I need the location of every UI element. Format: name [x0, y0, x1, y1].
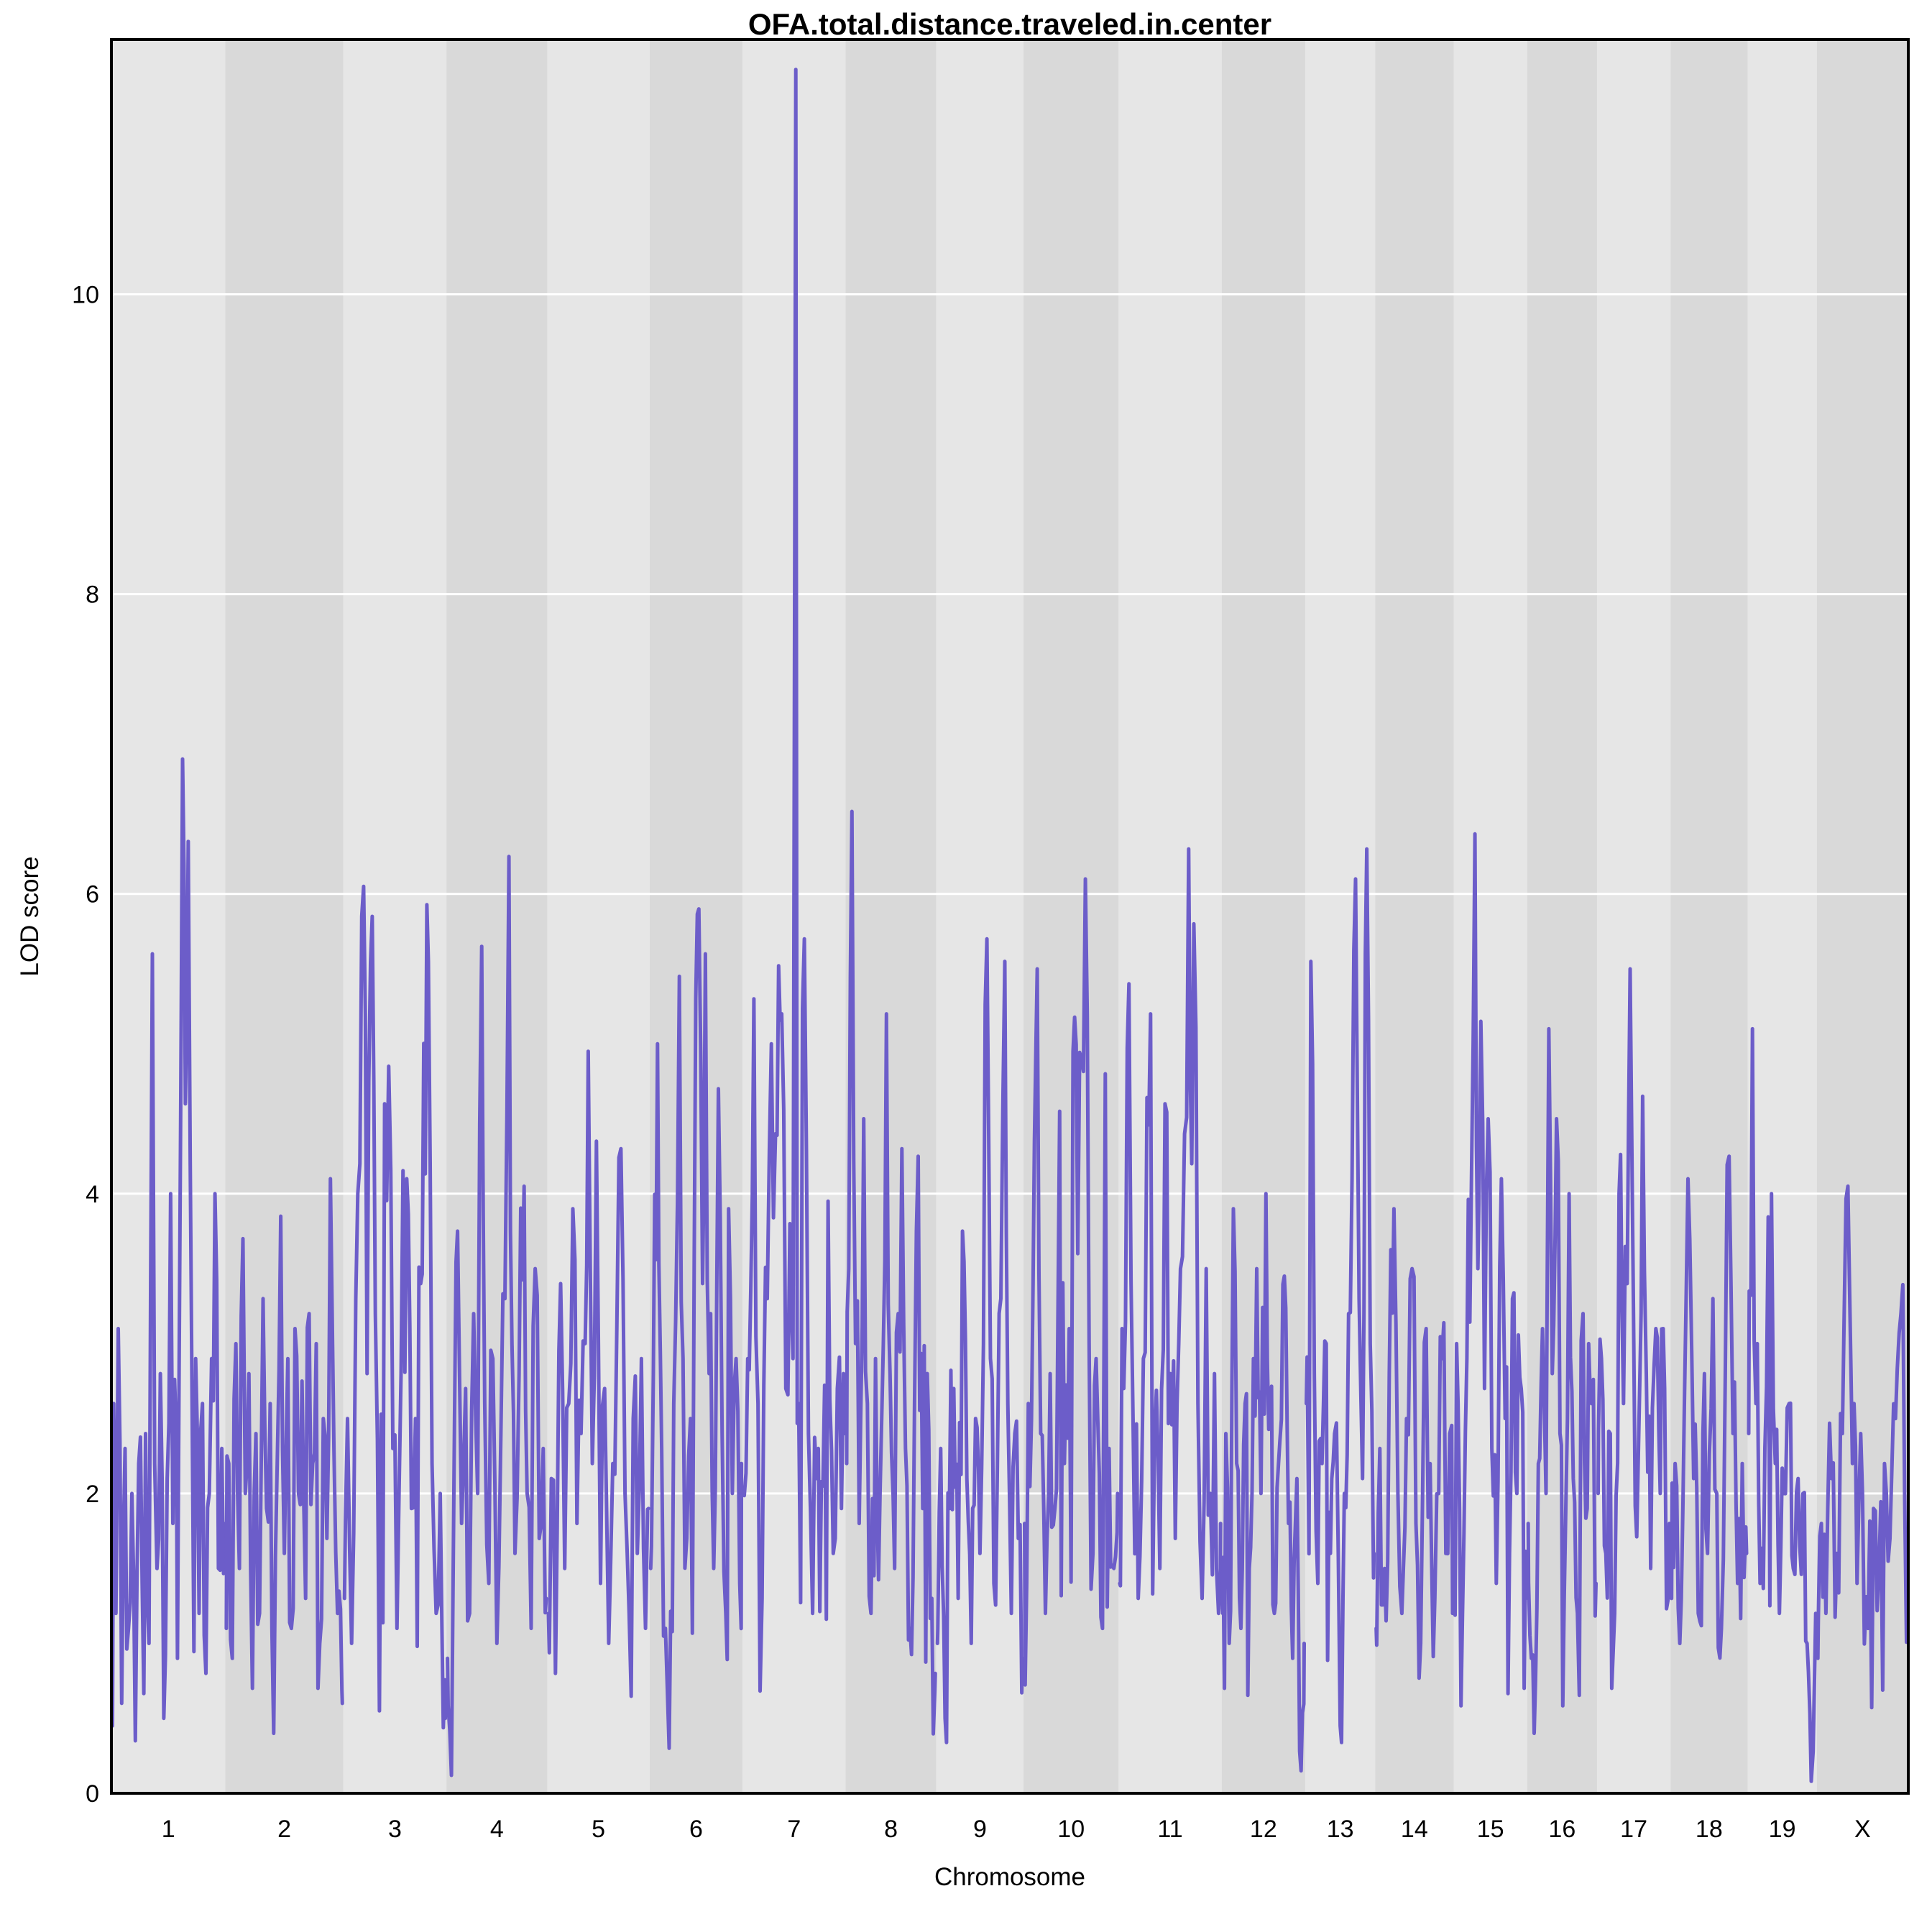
lod-curve-chr15 — [1453, 832, 1528, 1708]
lod-curve-chr6 — [648, 907, 744, 1750]
lod-curve-chr11 — [1118, 847, 1223, 1616]
x-tick-label-chr15: 15 — [1477, 1816, 1504, 1843]
chromosome-band-12 — [1221, 40, 1305, 1793]
x-tick-label-chr10: 10 — [1057, 1816, 1085, 1843]
x-tick-label-chr19: 19 — [1769, 1816, 1796, 1843]
x-tick-label-chr18: 18 — [1696, 1816, 1723, 1843]
lod-curve-chr13 — [1305, 847, 1376, 1744]
lod-curve-chr17 — [1596, 967, 1672, 1690]
x-tick-label-chr8: 8 — [884, 1816, 898, 1843]
x-tick-label-chr9: 9 — [973, 1816, 987, 1843]
x-tick-label-chr1: 1 — [162, 1816, 175, 1843]
lod-curve-chr2 — [224, 1177, 344, 1736]
lod-curve-chr14 — [1374, 1207, 1455, 1680]
y-tick-label-10: 10 — [72, 282, 99, 309]
x-tick-label-chr11: 11 — [1157, 1816, 1182, 1843]
y-tick-label-6: 6 — [86, 881, 99, 908]
y-tick-label-0: 0 — [86, 1780, 99, 1808]
x-axis-title: Chromosome — [934, 1863, 1086, 1891]
plot-border — [110, 38, 1910, 1795]
x-tick-label-chrX: X — [1854, 1816, 1871, 1843]
lod-curve-chr19 — [1747, 1026, 1818, 1783]
x-tick-label-chr12: 12 — [1250, 1816, 1277, 1843]
x-tick-label-chr17: 17 — [1620, 1816, 1647, 1843]
y-tick-label-4: 4 — [86, 1181, 99, 1208]
x-tick-label-chr16: 16 — [1548, 1816, 1576, 1843]
lod-curve-chrX — [1816, 1184, 1909, 1710]
chromosome-band-8 — [845, 40, 937, 1793]
lod-curve-chr4 — [446, 855, 548, 1777]
chart-title: OFA.total.distance.traveled.in.center — [748, 7, 1272, 41]
lod-curve-chr16 — [1526, 1026, 1598, 1736]
x-tick-label-chr13: 13 — [1327, 1816, 1354, 1843]
lod-curve-chr1 — [111, 757, 226, 1743]
lod-curve-chr12 — [1220, 1192, 1306, 1773]
lod-curve-chr7 — [742, 68, 847, 1693]
lod-curve-chr9 — [935, 937, 1024, 1744]
lod-curve-chr3 — [342, 884, 448, 1730]
x-tick-label-chr14: 14 — [1401, 1816, 1428, 1843]
x-tick-label-chr5: 5 — [592, 1816, 605, 1843]
lod-curve-chr8 — [845, 809, 937, 1736]
lod-curve-chr5 — [546, 1049, 650, 1698]
x-tick-label-chr4: 4 — [490, 1816, 504, 1843]
x-tick-label-chr7: 7 — [787, 1816, 801, 1843]
y-tick-label-2: 2 — [86, 1481, 99, 1508]
x-tick-label-chr6: 6 — [689, 1816, 703, 1843]
x-tick-label-chr3: 3 — [388, 1816, 402, 1843]
lod-curve-chr18 — [1670, 1154, 1749, 1660]
y-tick-label-8: 8 — [86, 581, 99, 609]
x-tick-label-chr2: 2 — [277, 1816, 291, 1843]
lod-curve-chr10 — [1023, 877, 1120, 1687]
